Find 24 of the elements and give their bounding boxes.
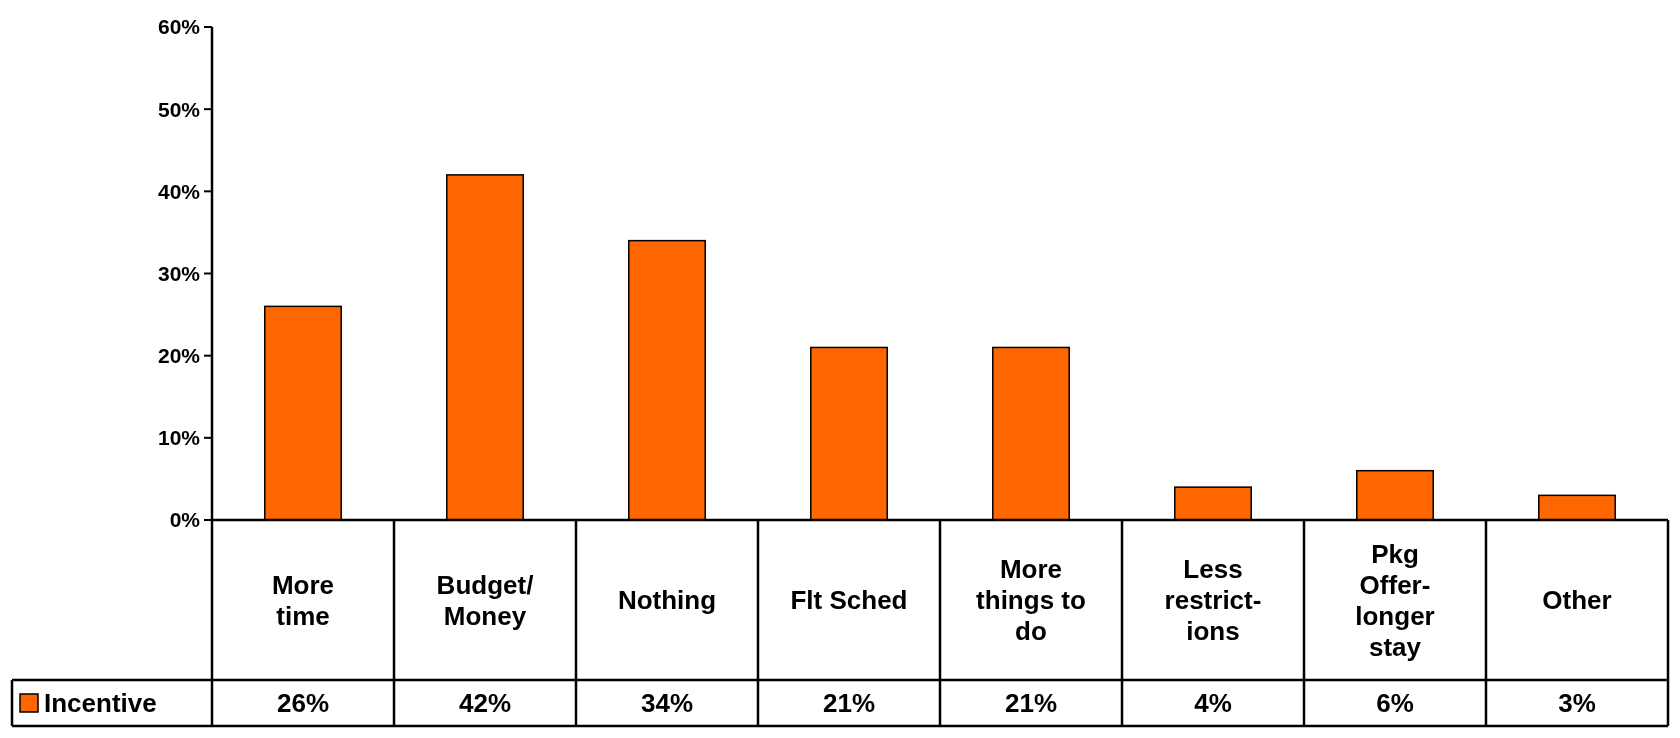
- y-tick-label: 60%: [157, 15, 201, 39]
- x-tick-label: More time: [271, 569, 335, 631]
- x-tick-label: Less restrict- ions: [1164, 554, 1262, 647]
- text: 34%: [640, 688, 694, 719]
- y-tick-label: 30%: [157, 261, 201, 285]
- y-tick-label: 40%: [157, 179, 201, 203]
- x-tick-label: Pkg Offer- longer stay: [1355, 538, 1435, 662]
- x-tick-label: Nothing: [617, 585, 717, 616]
- text: 4%: [1194, 688, 1232, 719]
- text: 21%: [822, 688, 876, 719]
- x-tick-label: Other: [1542, 585, 1612, 616]
- x-tick-label: More things to do: [976, 554, 1086, 647]
- text: 42%: [458, 688, 512, 719]
- x-tick-label: Flt Sched: [790, 585, 908, 616]
- text: 6%: [1376, 688, 1414, 719]
- text: 21%: [1004, 688, 1058, 719]
- y-tick-label: 50%: [157, 97, 201, 121]
- y-tick-label: 20%: [157, 344, 201, 368]
- legend-label: Incentive: [44, 688, 157, 719]
- x-tick-label: Budget/ Money: [436, 569, 534, 631]
- text: 3%: [1558, 688, 1596, 719]
- text: 26%: [276, 688, 330, 719]
- y-tick-label: 10%: [157, 426, 201, 450]
- y-tick-label: 0%: [169, 508, 201, 532]
